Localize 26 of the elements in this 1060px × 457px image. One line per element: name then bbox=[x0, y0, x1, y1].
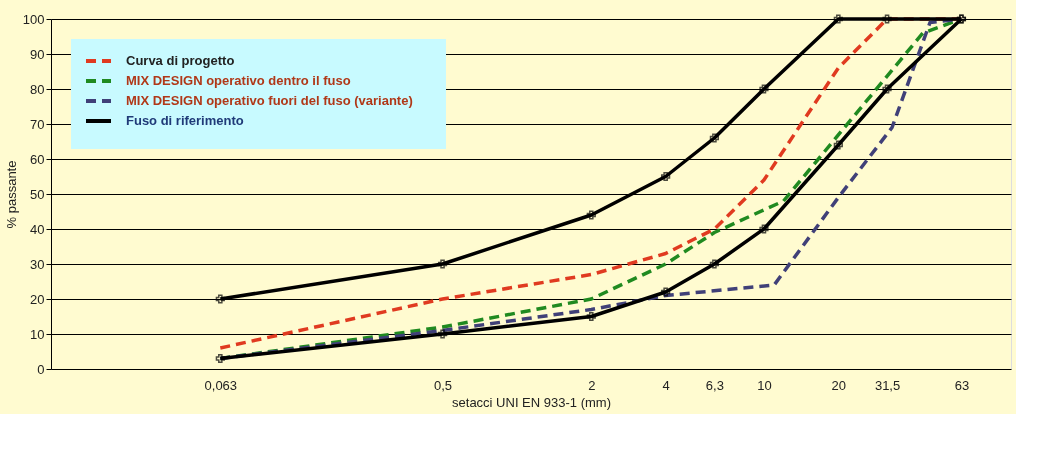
y-axis-title: % passante bbox=[3, 160, 19, 229]
legend-label: MIX DESIGN operativo fuori del fuso (variante) bbox=[126, 93, 413, 108]
y-tick-label: 30 bbox=[30, 256, 45, 272]
x-tick-label: 0,063 bbox=[204, 377, 238, 393]
y-tick-label: 40 bbox=[30, 221, 45, 237]
y-tick-label: 0 bbox=[37, 361, 45, 377]
x-tick-label: 6,3 bbox=[705, 377, 724, 393]
legend-label: Curva di progetto bbox=[126, 53, 235, 68]
y-tick-label: 10 bbox=[30, 326, 45, 342]
x-tick-label: 4 bbox=[662, 377, 670, 393]
y-tick-label: 60 bbox=[30, 151, 45, 167]
y-tick-label: 80 bbox=[30, 81, 45, 97]
x-axis-title: setacci UNI EN 933-1 (mm) bbox=[452, 394, 611, 410]
legend-label: Fuso di riferimento bbox=[126, 113, 244, 128]
x-tick-label: 63 bbox=[954, 377, 970, 393]
y-tick-label: 100 bbox=[22, 11, 45, 27]
y-tick-label: 50 bbox=[30, 186, 45, 202]
x-tick-label: 20 bbox=[831, 377, 847, 393]
legend-label: MIX DESIGN operativo dentro il fuso bbox=[126, 73, 351, 88]
y-tick-label: 90 bbox=[30, 46, 45, 62]
x-tick-label: 0,5 bbox=[434, 377, 453, 393]
y-tick-label: 20 bbox=[30, 291, 45, 307]
x-tick-label: 31,5 bbox=[874, 377, 901, 393]
y-tick-label: 70 bbox=[30, 116, 45, 132]
x-tick-label: 10 bbox=[757, 377, 772, 393]
x-tick-label: 2 bbox=[588, 377, 596, 393]
